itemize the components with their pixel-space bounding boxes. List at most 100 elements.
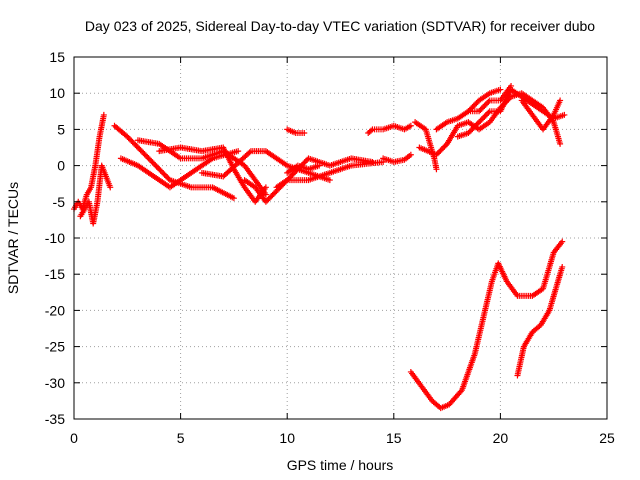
data-point-dense <box>440 144 447 151</box>
data-point-dense <box>133 143 140 150</box>
data-point-dense <box>246 149 253 156</box>
data-point-dense <box>149 159 156 166</box>
data-point-dense <box>160 170 167 177</box>
data-point-dense <box>134 144 141 151</box>
series-late-track-h <box>518 97 564 133</box>
data-point-dense <box>485 98 492 105</box>
y-tick-label: 0 <box>57 158 65 174</box>
y-tick-label: -20 <box>45 302 65 318</box>
data-point <box>465 130 472 137</box>
data-point-dense <box>140 149 147 156</box>
data-point-dense <box>474 120 481 127</box>
data-point-dense <box>141 151 148 158</box>
data-point-dense <box>473 100 480 107</box>
data-point-dense <box>470 102 477 109</box>
y-tick-label: -25 <box>45 339 65 355</box>
data-point <box>262 198 269 205</box>
series-early-burst-b <box>77 162 114 227</box>
data-point-dense <box>481 102 488 109</box>
data-point-dense <box>156 166 163 173</box>
data-point <box>407 151 414 158</box>
x-tick-label: 25 <box>599 430 615 446</box>
data-point-dense <box>129 139 136 146</box>
data-point <box>508 82 515 89</box>
data-point <box>107 184 114 191</box>
data-point-dense <box>148 158 155 165</box>
data-point-dense <box>470 124 477 131</box>
data-point-dense <box>154 164 161 171</box>
chart-title: Day 023 of 2025, Sidereal Day-to-day VTE… <box>85 18 595 34</box>
y-tick-label: -30 <box>45 375 65 391</box>
data-point-dense <box>132 141 139 148</box>
data-point-dense <box>477 117 484 124</box>
series-low-curve-a <box>407 238 566 412</box>
data-point-dense <box>469 125 476 132</box>
x-axis-label: GPS time / hours <box>287 457 394 473</box>
data-point-dense <box>301 159 308 166</box>
data-point-dense <box>477 106 484 113</box>
data-point-dense <box>150 160 157 167</box>
series-mid-track-h <box>284 162 323 176</box>
data-point <box>559 238 566 245</box>
data-point <box>326 177 333 184</box>
series-early-burst-a <box>71 111 107 213</box>
data-point <box>433 151 440 158</box>
data-point <box>262 191 269 198</box>
data-point-dense <box>472 101 479 108</box>
data-point-dense <box>269 192 276 199</box>
data-point-dense <box>144 154 151 161</box>
x-tick-label: 5 <box>177 430 185 446</box>
y-tick-label: -10 <box>45 230 65 246</box>
data-point <box>476 119 483 126</box>
data-points <box>71 82 568 412</box>
y-tick-label: -35 <box>45 411 65 427</box>
series-late-track-c <box>412 119 440 173</box>
data-point-dense <box>480 115 487 122</box>
data-point-dense <box>164 174 171 181</box>
data-point <box>145 155 152 162</box>
y-tick-label: -15 <box>45 266 65 282</box>
data-point <box>561 111 568 118</box>
data-point-dense <box>136 145 143 152</box>
data-point-dense <box>266 194 273 201</box>
data-point-dense <box>484 100 491 107</box>
data-point-dense <box>485 109 492 116</box>
y-axis-label: SDTVAR / TECUs <box>5 182 21 294</box>
data-point <box>230 195 237 202</box>
data-point-dense <box>473 121 480 128</box>
data-point-dense <box>302 158 309 165</box>
data-point-dense <box>482 101 489 108</box>
data-point-dense <box>268 193 275 200</box>
data-point-dense <box>126 136 133 143</box>
data-point <box>476 108 483 115</box>
series-short-segment-a <box>284 126 308 137</box>
data-point-dense <box>125 134 132 141</box>
data-point-dense <box>442 142 449 149</box>
series-late-track-e <box>433 86 504 133</box>
data-point <box>316 162 323 169</box>
data-point-dense <box>438 146 445 153</box>
data-point-dense <box>265 196 272 203</box>
data-point-dense <box>481 113 488 120</box>
data-point-dense <box>130 140 137 147</box>
series-late-track-a <box>365 122 414 137</box>
data-point <box>124 133 131 140</box>
data-point-dense <box>264 197 271 204</box>
series-mid-track-g <box>273 158 387 191</box>
data-point-dense <box>158 168 165 175</box>
data-point-dense <box>434 150 441 157</box>
data-point-dense <box>142 152 149 159</box>
data-point-dense <box>482 112 489 119</box>
data-point-dense <box>478 116 485 123</box>
data-point <box>557 140 564 147</box>
series-late-track-b <box>380 151 414 165</box>
data-point-dense <box>152 162 159 169</box>
data-point-dense <box>161 171 168 178</box>
y-tick-label: 5 <box>57 121 65 137</box>
data-point <box>301 130 308 137</box>
data-point-dense <box>478 105 485 112</box>
data-point <box>100 111 107 118</box>
y-tick-label: 10 <box>49 85 65 101</box>
series-mid-track-b <box>117 148 242 191</box>
data-point <box>559 263 566 270</box>
